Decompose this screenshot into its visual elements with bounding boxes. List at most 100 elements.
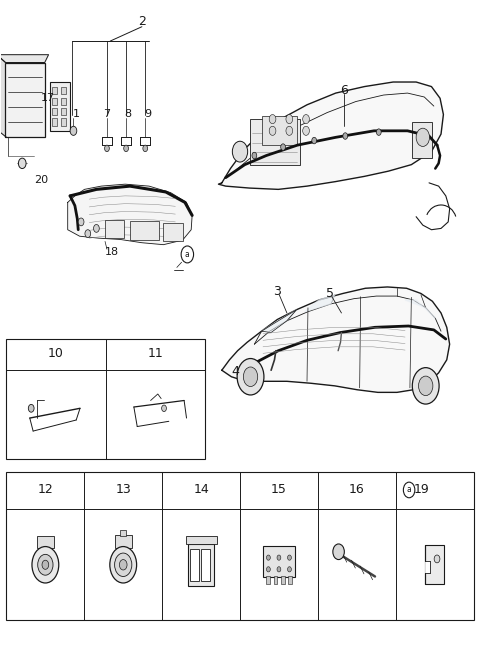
- Text: a: a: [407, 486, 411, 494]
- Text: 9: 9: [144, 109, 152, 119]
- Circle shape: [266, 555, 270, 560]
- Circle shape: [232, 141, 248, 162]
- Circle shape: [403, 482, 415, 497]
- Text: 2: 2: [138, 15, 146, 28]
- Bar: [262, 116, 298, 145]
- Bar: [412, 123, 432, 158]
- Circle shape: [277, 567, 281, 572]
- Polygon shape: [218, 82, 444, 189]
- Bar: [185, 536, 216, 544]
- Circle shape: [94, 224, 99, 232]
- Circle shape: [28, 404, 34, 412]
- Bar: [281, 576, 285, 584]
- Bar: [250, 119, 300, 165]
- Text: 19: 19: [414, 483, 430, 496]
- Text: 10: 10: [48, 347, 64, 360]
- Bar: [37, 536, 54, 548]
- Bar: [61, 119, 66, 126]
- Circle shape: [434, 555, 440, 563]
- Circle shape: [105, 145, 109, 152]
- Bar: [52, 108, 57, 115]
- Circle shape: [288, 567, 291, 572]
- Circle shape: [78, 218, 84, 226]
- Circle shape: [32, 546, 59, 583]
- Bar: [61, 108, 66, 115]
- Text: 5: 5: [326, 287, 334, 300]
- Bar: [52, 119, 57, 126]
- Text: 20: 20: [34, 175, 48, 185]
- Circle shape: [237, 359, 264, 395]
- Polygon shape: [305, 295, 335, 312]
- Circle shape: [419, 376, 433, 396]
- Circle shape: [120, 559, 127, 570]
- Text: 15: 15: [271, 483, 287, 496]
- Bar: [188, 544, 214, 586]
- Circle shape: [416, 128, 430, 147]
- Bar: [163, 223, 182, 241]
- Circle shape: [269, 115, 276, 124]
- Circle shape: [269, 126, 276, 136]
- Polygon shape: [405, 300, 435, 318]
- Text: a: a: [185, 250, 190, 259]
- Polygon shape: [0, 55, 48, 63]
- Bar: [120, 529, 126, 536]
- Circle shape: [124, 145, 129, 152]
- Circle shape: [162, 405, 167, 411]
- Circle shape: [18, 158, 26, 169]
- Text: 7: 7: [103, 109, 110, 119]
- Bar: [266, 576, 270, 584]
- Polygon shape: [222, 287, 450, 393]
- Bar: [6, 472, 474, 620]
- Text: 12: 12: [37, 483, 53, 496]
- Circle shape: [286, 115, 293, 124]
- Bar: [115, 535, 132, 548]
- Bar: [6, 339, 205, 460]
- Polygon shape: [68, 184, 192, 244]
- Bar: [105, 220, 124, 238]
- Circle shape: [181, 246, 193, 263]
- Text: 1: 1: [73, 109, 80, 119]
- Text: 3: 3: [274, 285, 281, 298]
- Text: 4: 4: [231, 365, 239, 378]
- Bar: [425, 561, 430, 572]
- Text: 11: 11: [147, 347, 163, 360]
- Circle shape: [70, 126, 77, 136]
- Polygon shape: [0, 55, 6, 138]
- Bar: [425, 545, 444, 584]
- Bar: [190, 549, 199, 582]
- Circle shape: [42, 560, 48, 569]
- Circle shape: [277, 555, 281, 560]
- Circle shape: [333, 544, 344, 559]
- Circle shape: [115, 553, 132, 576]
- Bar: [49, 82, 70, 131]
- Circle shape: [286, 126, 293, 136]
- Bar: [130, 220, 158, 240]
- Bar: [274, 576, 277, 584]
- Circle shape: [266, 567, 270, 572]
- Bar: [201, 549, 210, 582]
- Circle shape: [38, 554, 53, 575]
- Text: 8: 8: [124, 109, 131, 119]
- Bar: [5, 63, 45, 138]
- Bar: [263, 546, 295, 577]
- Text: 18: 18: [105, 247, 119, 257]
- Circle shape: [288, 555, 291, 560]
- Circle shape: [412, 368, 439, 404]
- Bar: [52, 98, 57, 105]
- Bar: [52, 87, 57, 95]
- Circle shape: [252, 153, 257, 159]
- Circle shape: [303, 126, 310, 136]
- Circle shape: [376, 129, 381, 136]
- Circle shape: [143, 145, 148, 152]
- Circle shape: [303, 115, 310, 124]
- Text: 14: 14: [193, 483, 209, 496]
- Circle shape: [110, 546, 137, 583]
- Text: 13: 13: [115, 483, 131, 496]
- Text: 6: 6: [340, 84, 348, 97]
- Polygon shape: [262, 310, 297, 333]
- Bar: [288, 576, 292, 584]
- Circle shape: [343, 133, 348, 140]
- Text: 16: 16: [349, 483, 365, 496]
- Bar: [61, 98, 66, 105]
- Bar: [61, 87, 66, 95]
